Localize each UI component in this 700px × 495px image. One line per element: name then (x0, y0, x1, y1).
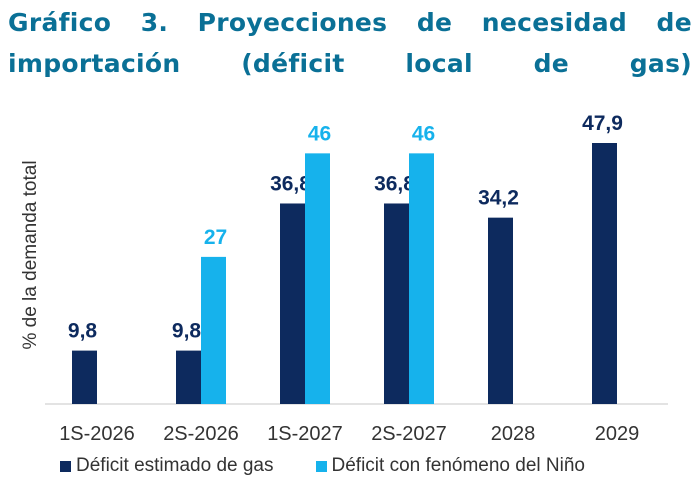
bar (488, 217, 513, 404)
legend-label: Déficit con fenómeno del Niño (331, 455, 585, 476)
data-label: 9,8 (68, 320, 98, 343)
chart-title: Gráfico 3. Proyecciones de necesidad de … (8, 8, 692, 78)
legend-item-deficit-nino: Déficit con fenómeno del Niño (315, 455, 585, 477)
bar (592, 143, 617, 404)
legend-label: Déficit estimado de gas (76, 455, 274, 476)
bar (201, 256, 226, 404)
data-label: 36,8 (270, 172, 311, 195)
data-label: 27 (204, 226, 227, 249)
data-label: 34,2 (478, 187, 519, 210)
data-label: 46 (412, 122, 435, 145)
x-tick-label: 2028 (491, 423, 536, 445)
bar (409, 153, 434, 404)
legend: Déficit estimado de gas Déficit con fenó… (60, 455, 585, 477)
x-tick-label: 2S-2027 (371, 423, 447, 445)
x-tick-label: 1S-2026 (59, 423, 135, 445)
bar (176, 350, 201, 404)
bar (384, 203, 409, 404)
legend-swatch (60, 460, 71, 472)
data-label: 46 (308, 122, 331, 145)
x-tick-label: 2S-2026 (163, 423, 239, 445)
legend-item-deficit-estimado: Déficit estimado de gas (60, 455, 274, 477)
x-tick-label: 1S-2027 (267, 423, 343, 445)
y-axis-label: % de la demanda total (20, 160, 41, 349)
bar (280, 203, 305, 404)
data-label: 36,8 (374, 172, 415, 195)
legend-swatch (315, 460, 327, 472)
data-label: 47,9 (582, 112, 623, 135)
bar (305, 153, 330, 404)
x-tick-label: 2029 (595, 423, 640, 445)
bar (72, 350, 97, 404)
data-label: 9,8 (172, 320, 202, 343)
